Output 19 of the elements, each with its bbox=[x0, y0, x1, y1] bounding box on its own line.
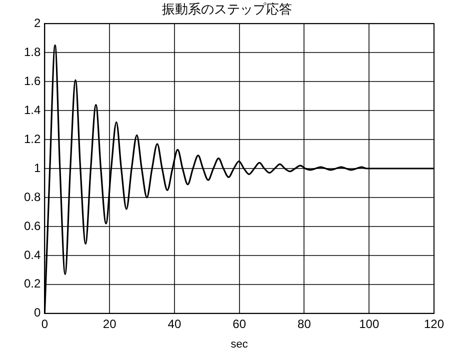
x-axis-title: sec bbox=[230, 338, 248, 350]
y-tick-label: 1 bbox=[34, 160, 41, 175]
y-tick-label: 1.6 bbox=[24, 74, 41, 88]
x-tick-label: 100 bbox=[359, 316, 380, 331]
y-tick-label: 1.2 bbox=[24, 132, 41, 146]
y-tick-label: 1.8 bbox=[24, 44, 41, 59]
x-tick-label: 20 bbox=[102, 316, 117, 331]
y-tick-label: 0.2 bbox=[24, 276, 41, 291]
y-tick-label: 0 bbox=[34, 306, 41, 320]
y-tick-label: 0.4 bbox=[24, 248, 41, 262]
x-tick-label: 60 bbox=[232, 316, 246, 331]
y-tick-label: 0.8 bbox=[24, 190, 41, 204]
y-tick-label: 0.6 bbox=[24, 218, 41, 233]
x-tick-label: 80 bbox=[298, 316, 312, 331]
chart-title: 振動系のステップ応答 bbox=[162, 1, 292, 16]
y-tick-label: 1.4 bbox=[24, 102, 41, 117]
x-tick-label: 40 bbox=[168, 316, 182, 331]
y-tick-label: 2 bbox=[34, 16, 41, 30]
x-tick-label: 120 bbox=[424, 316, 444, 331]
